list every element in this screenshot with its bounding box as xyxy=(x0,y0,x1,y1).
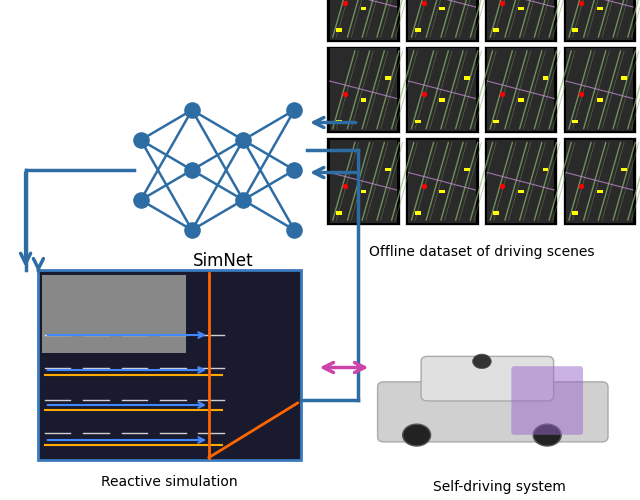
Bar xyxy=(518,6,524,10)
Bar xyxy=(405,138,479,225)
Bar xyxy=(572,120,578,124)
Bar xyxy=(543,76,548,80)
Point xyxy=(136,136,146,144)
Point xyxy=(497,0,508,6)
Bar xyxy=(464,76,470,80)
Bar xyxy=(330,140,397,222)
Bar xyxy=(484,46,557,134)
Point xyxy=(340,90,350,98)
Bar xyxy=(336,212,342,215)
Point xyxy=(497,90,508,98)
Bar xyxy=(493,120,499,124)
Bar xyxy=(330,0,397,40)
Bar xyxy=(566,0,633,40)
Bar xyxy=(596,190,603,193)
FancyBboxPatch shape xyxy=(511,366,583,435)
Point xyxy=(289,226,300,234)
Bar xyxy=(385,76,391,80)
FancyBboxPatch shape xyxy=(421,356,554,401)
FancyBboxPatch shape xyxy=(42,274,186,360)
Text: SimNet: SimNet xyxy=(193,252,253,270)
Bar xyxy=(405,46,479,134)
Bar xyxy=(42,353,298,458)
Point xyxy=(187,166,197,174)
Point xyxy=(419,90,429,98)
Bar xyxy=(360,98,367,102)
Bar xyxy=(621,168,627,171)
Bar xyxy=(326,46,400,134)
Bar xyxy=(566,48,633,131)
Bar xyxy=(484,138,557,225)
Point xyxy=(289,166,300,174)
Bar xyxy=(566,140,633,222)
Bar xyxy=(563,46,636,134)
Bar xyxy=(487,140,554,222)
Bar xyxy=(439,6,445,10)
Bar xyxy=(326,138,400,225)
Point xyxy=(576,182,586,190)
Bar xyxy=(596,98,603,102)
Bar xyxy=(360,6,367,10)
Bar xyxy=(518,190,524,193)
Point xyxy=(419,182,429,190)
Bar xyxy=(572,28,578,32)
Point xyxy=(576,0,586,6)
Point xyxy=(419,0,429,6)
Bar xyxy=(439,190,445,193)
Bar xyxy=(385,168,391,171)
Point xyxy=(187,226,197,234)
Point xyxy=(238,136,248,144)
Point xyxy=(238,196,248,204)
Bar xyxy=(596,6,603,10)
Bar xyxy=(415,212,420,215)
Bar xyxy=(572,212,578,215)
Bar xyxy=(336,28,342,32)
Bar xyxy=(439,98,445,102)
Point xyxy=(576,90,586,98)
Circle shape xyxy=(403,424,431,446)
Bar xyxy=(543,168,548,171)
Circle shape xyxy=(533,424,561,446)
Point xyxy=(340,0,350,6)
Bar xyxy=(405,0,479,42)
Bar xyxy=(330,48,397,131)
Bar xyxy=(563,138,636,225)
Bar xyxy=(464,168,470,171)
Bar xyxy=(518,98,524,102)
Bar xyxy=(408,48,476,131)
Bar xyxy=(336,120,342,124)
Text: Reactive simulation: Reactive simulation xyxy=(101,475,238,489)
Bar xyxy=(360,190,367,193)
Text: Offline dataset of driving scenes: Offline dataset of driving scenes xyxy=(369,245,594,259)
Bar xyxy=(493,28,499,32)
Point xyxy=(187,106,197,114)
Bar xyxy=(493,212,499,215)
Bar xyxy=(408,0,476,40)
Point xyxy=(340,182,350,190)
Bar xyxy=(621,76,627,80)
Bar xyxy=(415,120,420,124)
Point xyxy=(289,106,300,114)
Bar xyxy=(415,28,420,32)
Bar xyxy=(487,0,554,40)
FancyBboxPatch shape xyxy=(378,382,608,442)
Circle shape xyxy=(472,354,492,368)
Point xyxy=(136,196,146,204)
Bar xyxy=(487,48,554,131)
Point xyxy=(497,182,508,190)
FancyBboxPatch shape xyxy=(38,270,301,460)
Bar xyxy=(326,0,400,42)
Bar xyxy=(484,0,557,42)
Text: Self-driving system: Self-driving system xyxy=(433,480,566,494)
Bar xyxy=(408,140,476,222)
Bar xyxy=(563,0,636,42)
